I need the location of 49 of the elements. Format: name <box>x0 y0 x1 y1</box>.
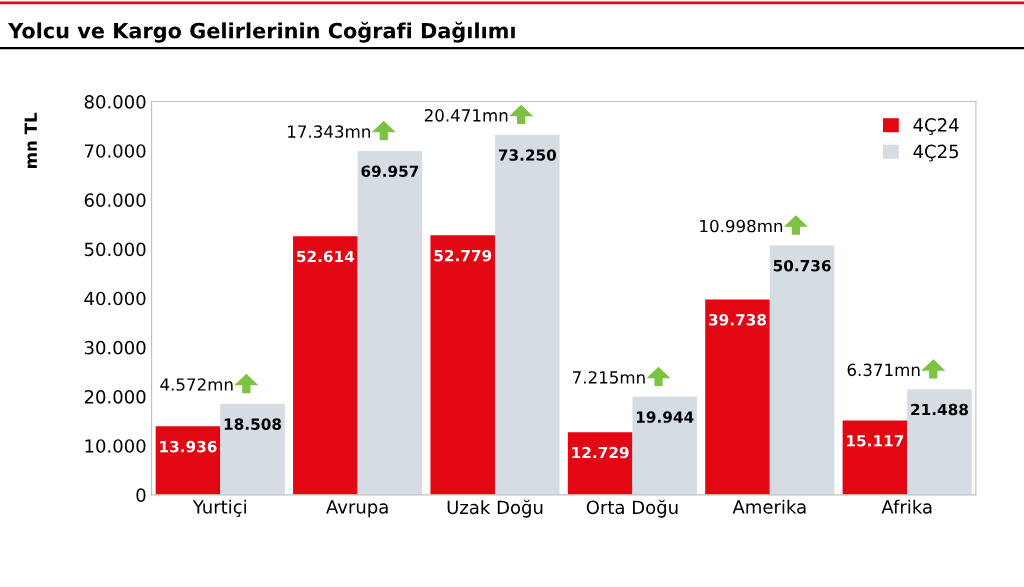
data-label: 39.738 <box>709 313 767 326</box>
x-tick-label: Amerika <box>732 499 806 514</box>
x-tick-label: Uzak Doğu <box>447 499 543 518</box>
data-label: 18.508 <box>224 418 282 430</box>
data-label: 15.117 <box>847 435 904 447</box>
y-tick-label: 40.000 <box>84 291 146 306</box>
bar <box>769 245 835 495</box>
y-tick-label: 50.000 <box>84 242 146 257</box>
x-tick-label: Afrika <box>881 499 932 514</box>
y-tick-label: 70.000 <box>84 144 146 158</box>
data-label: 52.614 <box>297 250 355 263</box>
bar <box>357 150 423 495</box>
x-tick-label: Avrupa <box>326 500 388 518</box>
y-tick-label: 80.000 <box>84 95 146 109</box>
y-tick-label: 20.000 <box>84 389 146 404</box>
y-tick-label: 30.000 <box>84 340 146 355</box>
data-label: 69.957 <box>361 165 419 177</box>
bar <box>842 420 908 495</box>
bar <box>293 236 358 495</box>
y-tick-label: 60.000 <box>84 193 146 207</box>
annotation: 17.343mn <box>288 125 370 138</box>
bar <box>632 396 697 495</box>
x-tick-label: Orta Doğu <box>586 499 678 518</box>
bar <box>155 426 221 495</box>
y-axis-title: mn TL <box>24 112 37 169</box>
y-tick-label: 0 <box>136 488 146 502</box>
y-tick-label: 10.000 <box>85 439 146 453</box>
annotation: 6.371mn <box>847 363 920 377</box>
data-label: 13.936 <box>160 440 217 453</box>
bar <box>430 235 496 495</box>
bar <box>705 299 770 495</box>
data-label: 50.736 <box>773 259 831 272</box>
data-label: 19.944 <box>636 411 694 423</box>
data-label: 52.779 <box>434 249 492 262</box>
legend-label: 4Ç24 <box>913 118 959 135</box>
data-label: 73.250 <box>498 149 557 161</box>
legend-label: 4Ç25 <box>913 144 959 162</box>
annotation: 10.998mn <box>700 219 783 233</box>
annotation: 7.215mn <box>573 371 645 384</box>
bar <box>907 389 972 495</box>
data-label: 12.729 <box>572 446 629 459</box>
x-tick-label: Yurtiçi <box>192 499 246 517</box>
bar <box>495 134 560 495</box>
chart-title: Yolcu ve Kargo Gelirlerinin Coğrafi Dağılımı <box>7 21 515 43</box>
bar <box>567 432 633 495</box>
annotation: 20.471mn <box>424 109 508 122</box>
bar <box>220 403 285 495</box>
annotation: 4.572mn <box>160 378 233 391</box>
data-label: 21.488 <box>911 403 968 416</box>
